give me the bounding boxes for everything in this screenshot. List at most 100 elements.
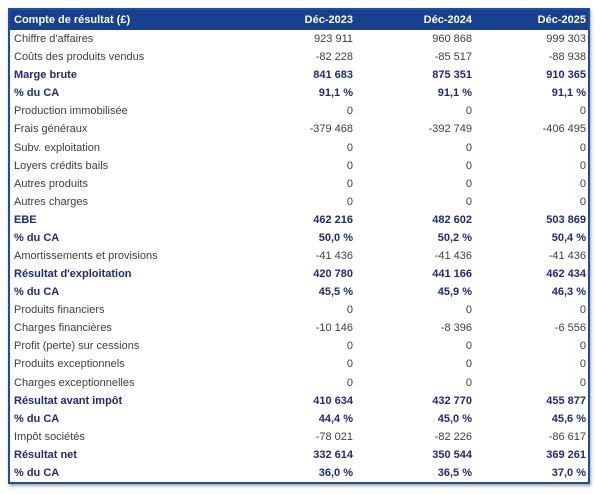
row-value: 50,2 % xyxy=(437,231,472,244)
row-label: Résultat d'exploitation xyxy=(14,268,132,281)
row-value: 44,4 % xyxy=(318,412,353,425)
row-label: Produits exceptionnels xyxy=(14,358,125,371)
row-value: 350 544 xyxy=(432,448,472,461)
row-value: 91,1 % xyxy=(551,87,586,100)
table-row: Subv. exploitation 0 0 0 xyxy=(10,138,588,157)
table-row: Produits financiers 0 0 0 xyxy=(10,301,588,320)
row-value: -406 495 xyxy=(542,123,586,136)
row-value: 0 xyxy=(579,376,586,389)
row-value: 910 365 xyxy=(546,69,586,82)
row-label: Résultat avant impôt xyxy=(14,394,123,407)
row-label: Charges financières xyxy=(14,322,112,335)
row-value: -41 436 xyxy=(434,249,472,262)
row-label: Loyers crédits bails xyxy=(14,159,109,172)
table-row: % du CA 91,1 % 91,1 % 91,1 % xyxy=(10,84,588,103)
row-label: Autres charges xyxy=(14,195,88,208)
row-value: -82 228 xyxy=(315,51,353,64)
table-row: Chiffre d'affaires 923 911 960 868 999 303 xyxy=(10,30,588,49)
row-value: 462 434 xyxy=(546,268,586,281)
row-value: 0 xyxy=(579,195,586,208)
table-row: Production immobilisée 0 0 0 xyxy=(10,102,588,121)
row-value: 960 868 xyxy=(432,33,472,46)
row-value: 50,0 % xyxy=(318,231,353,244)
table-row: % du CA 36,0 % 36,5 % 37,0 % xyxy=(10,463,588,482)
table-body: Chiffre d'affaires 923 911 960 868 999 303 C… xyxy=(10,30,588,482)
row-value: -10 146 xyxy=(315,322,353,335)
row-value: 841 683 xyxy=(313,69,353,82)
column-header-dec-2024: Déc-2024 xyxy=(423,14,472,26)
table-row: EBE 462 216 482 602 503 869 xyxy=(10,210,588,229)
row-value: 0 xyxy=(346,105,353,118)
row-value: 441 166 xyxy=(432,268,472,281)
row-label: Résultat net xyxy=(14,448,77,461)
row-label: Subv. exploitation xyxy=(14,141,101,154)
row-value: -392 749 xyxy=(428,123,472,136)
row-value: 455 877 xyxy=(546,394,586,407)
row-label: Chiffre d'affaires xyxy=(14,33,94,46)
row-value: -6 556 xyxy=(554,322,586,335)
row-value: 0 xyxy=(346,376,353,389)
row-label: Autres produits xyxy=(14,177,88,190)
row-value: 46,3 % xyxy=(551,286,586,299)
row-value: 482 602 xyxy=(432,213,472,226)
row-value: 0 xyxy=(579,177,586,190)
table-row: % du CA 44,4 % 45,0 % 45,6 % xyxy=(10,409,588,428)
row-value: 50,4 % xyxy=(551,231,586,244)
row-value: 37,0 % xyxy=(551,466,586,479)
table-row: Amortissements et provisions -41 436 -41 4… xyxy=(10,246,588,266)
row-value: 36,0 % xyxy=(318,466,353,479)
table-row: Charges financières -10 146 -8 396 -6 556 xyxy=(10,319,588,338)
row-value: 0 xyxy=(346,358,353,371)
row-label: Charges exceptionnelles xyxy=(14,376,135,389)
table-title: Compte de résultat (£) xyxy=(14,14,131,26)
row-value: 0 xyxy=(346,141,353,154)
row-value: 45,9 % xyxy=(437,286,472,299)
row-label: % du CA xyxy=(14,412,60,425)
row-value: -41 436 xyxy=(315,249,353,262)
row-value: 45,5 % xyxy=(318,286,353,299)
row-value: 999 303 xyxy=(546,33,586,46)
row-value: 0 xyxy=(579,304,586,317)
row-value: -41 436 xyxy=(548,249,586,262)
row-value: 45,6 % xyxy=(551,412,586,425)
row-value: 0 xyxy=(346,159,353,172)
row-value: 0 xyxy=(346,340,353,353)
row-value: 410 634 xyxy=(313,394,353,407)
row-label: Frais généraux xyxy=(14,123,88,136)
row-value: 91,1 % xyxy=(318,87,353,100)
row-value: 369 261 xyxy=(546,448,586,461)
income-statement-table: Compte de résultat (£) Déc-2023 Déc-2024… xyxy=(8,8,590,484)
table-row: Autres charges 0 0 0 xyxy=(10,192,588,211)
table-row: Résultat avant impôt 410 634 432 770 455 87… xyxy=(10,391,588,410)
table-row: Résultat d'exploitation 420 780 441 166 462… xyxy=(10,265,588,284)
row-value: 0 xyxy=(465,340,472,353)
row-value: -379 468 xyxy=(309,123,353,136)
column-header-dec-2023: Déc-2023 xyxy=(304,14,353,26)
row-value: 332 614 xyxy=(313,448,353,461)
row-label: Coûts des produits vendus xyxy=(14,51,145,64)
row-label: EBE xyxy=(14,213,37,226)
row-value: 0 xyxy=(465,376,472,389)
row-value: 462 216 xyxy=(313,213,353,226)
row-value: 36,5 % xyxy=(437,466,472,479)
row-value: 0 xyxy=(346,177,353,190)
row-value: 0 xyxy=(465,141,472,154)
row-value: 0 xyxy=(465,358,472,371)
table-row: Profit (perte) sur cessions 0 0 0 xyxy=(10,337,588,356)
row-value: -78 021 xyxy=(315,430,353,443)
row-value: 875 351 xyxy=(432,69,472,82)
table-row: % du CA 45,5 % 45,9 % 46,3 % xyxy=(10,283,588,302)
row-value: 0 xyxy=(579,105,586,118)
row-value: 923 911 xyxy=(314,33,353,46)
row-value: 420 780 xyxy=(313,268,353,281)
row-label: % du CA xyxy=(14,87,60,100)
row-label: Amortissements et provisions xyxy=(14,249,158,262)
table-row: Autres produits 0 0 0 xyxy=(10,174,588,193)
row-value: 0 xyxy=(346,195,353,208)
row-value: 0 xyxy=(465,304,472,317)
row-label: Production immobilisée xyxy=(14,105,128,118)
row-value: 0 xyxy=(465,195,472,208)
row-value: 0 xyxy=(579,340,586,353)
row-value: 0 xyxy=(465,177,472,190)
row-value: 45,0 % xyxy=(437,412,472,425)
